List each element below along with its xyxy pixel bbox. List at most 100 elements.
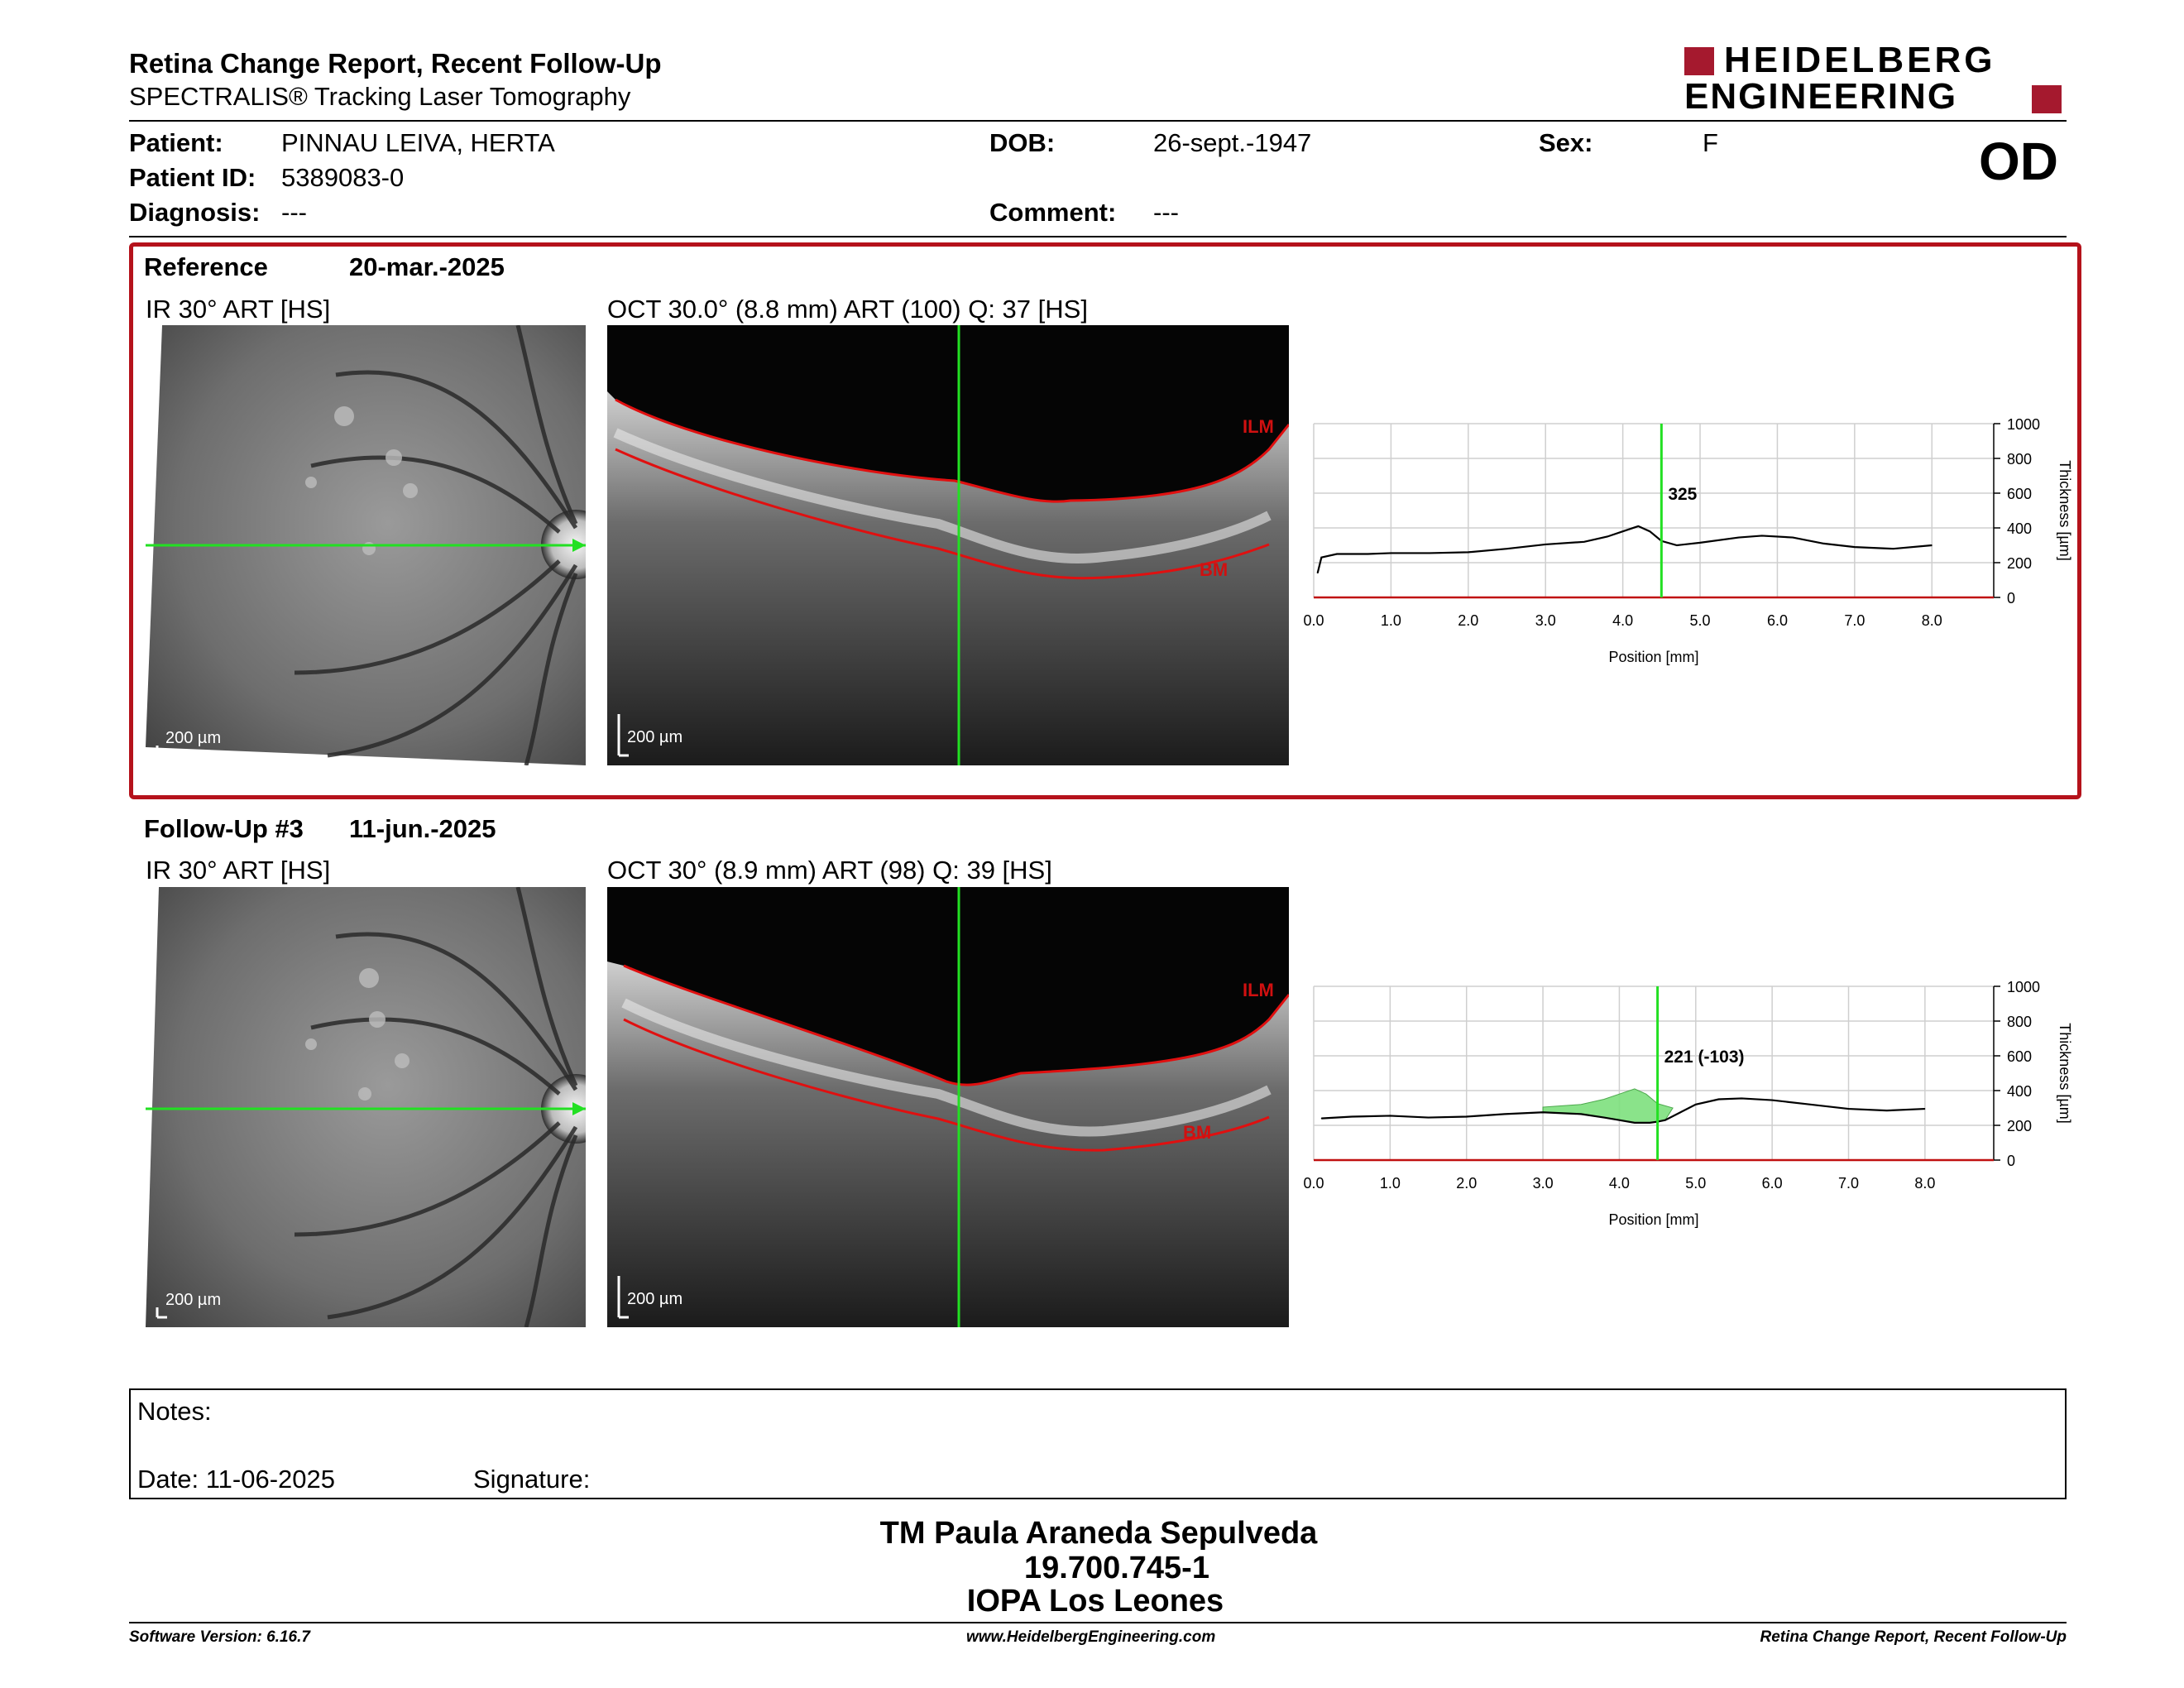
signer-name: TM Paula Araneda Sepulveda bbox=[879, 1516, 1318, 1551]
reference-bm-label: BM bbox=[1200, 559, 1228, 580]
reference-ir-scale: 200 µm bbox=[165, 729, 222, 747]
x-tick-label: 8.0 bbox=[1914, 1175, 1935, 1192]
x-tick-label: 1.0 bbox=[1381, 612, 1401, 629]
data-point bbox=[1580, 1113, 1582, 1115]
reference-oct-title: OCT 30.0° (8.8 mm) ART (100) Q: 37 [HS] bbox=[607, 295, 1088, 324]
patient-name: PINNAU LEIVA, HERTA bbox=[281, 128, 555, 157]
sex-label: Sex: bbox=[1539, 128, 1593, 157]
followup-ilm-label: ILM bbox=[1243, 980, 1274, 1000]
patient-id-value: 5389083-0 bbox=[281, 163, 405, 192]
y-tick-label: 1000 bbox=[2007, 416, 2040, 433]
data-point bbox=[1583, 541, 1585, 543]
data-point bbox=[1886, 1110, 1888, 1111]
x-tick-label: 4.0 bbox=[1612, 612, 1633, 629]
x-tick-label: 2.0 bbox=[1458, 612, 1478, 629]
x-tick-label: 1.0 bbox=[1380, 1175, 1401, 1192]
reference-date: 20-mar.-2025 bbox=[349, 252, 505, 281]
thickness-line bbox=[1316, 525, 1933, 573]
followup-label: Follow-Up #3 bbox=[144, 814, 304, 843]
data-point bbox=[1428, 1117, 1430, 1119]
reference-oct-bscan-image: ILM BM 200 µm bbox=[607, 325, 1289, 765]
y-tick-label: 0 bbox=[2007, 590, 2015, 607]
x-tick-label: 4.0 bbox=[1609, 1175, 1630, 1192]
logo-square-icon-2 bbox=[2032, 85, 2062, 113]
reference-label: Reference bbox=[144, 252, 268, 281]
followup-ir-title: IR 30° ART [HS] bbox=[146, 856, 331, 885]
report-subtitle: SPECTRALIS® Tracking Laser Tomography bbox=[129, 82, 631, 111]
header-rule bbox=[129, 120, 2067, 122]
x-tick-label: 5.0 bbox=[1690, 612, 1711, 629]
footer-software: Software Version: 6.16.7 bbox=[129, 1628, 310, 1646]
data-point bbox=[1695, 1104, 1697, 1105]
y-tick-label: 1000 bbox=[2007, 979, 2040, 995]
heidelberg-logo: HEIDELBERG ENGINEERING bbox=[1684, 41, 2065, 120]
data-point bbox=[1771, 1100, 1773, 1101]
diagnosis-value: --- bbox=[281, 198, 307, 227]
reference-thickness-chart: 0 200 400 600 800 1000 0.0 1.0 2.0 3.0 4.0 5.0 6.0 7.… bbox=[1304, 414, 2081, 679]
notes-signature[interactable]: Signature: bbox=[473, 1465, 591, 1494]
followup-ir-scale: 200 µm bbox=[165, 1291, 222, 1309]
data-point bbox=[1931, 544, 1933, 546]
followup-oct-scale: 200 µm bbox=[627, 1290, 683, 1308]
y-tick-label: 200 bbox=[2007, 555, 2032, 572]
y-tick-label: 400 bbox=[2007, 520, 2032, 537]
data-point bbox=[1320, 1118, 1322, 1120]
comment-value: --- bbox=[1153, 198, 1179, 227]
notes-date: Date: 11-06-2025 bbox=[137, 1465, 335, 1494]
data-point bbox=[1924, 1108, 1926, 1110]
followup-oct-title: OCT 30° (8.9 mm) ART (98) Q: 39 [HS] bbox=[607, 856, 1052, 885]
followup-date: 11-jun.-2025 bbox=[349, 814, 496, 843]
x-tick-label: 3.0 bbox=[1535, 612, 1556, 629]
data-point bbox=[1351, 1116, 1353, 1117]
reference-oct-scale: 200 µm bbox=[627, 728, 683, 746]
scale-bar-icon bbox=[156, 746, 167, 757]
data-point bbox=[1741, 1097, 1742, 1099]
data-point bbox=[1637, 525, 1639, 527]
followup-ir-fundus-image: 200 µm bbox=[146, 887, 586, 1327]
y-axis-label: Thickness [µm] bbox=[2057, 1023, 2073, 1123]
followup-bm-label: BM bbox=[1183, 1122, 1211, 1143]
x-axis-label: Position [mm] bbox=[1608, 649, 1698, 665]
footer-website[interactable]: www.HeidelbergEngineering.com bbox=[966, 1628, 1216, 1646]
data-point bbox=[1504, 1113, 1506, 1115]
diagnosis-label: Diagnosis: bbox=[129, 198, 261, 227]
x-tick-label: 3.0 bbox=[1533, 1175, 1554, 1192]
y-axis-label: Thickness [µm] bbox=[2057, 460, 2073, 560]
notes-box: Notes: Date: 11-06-2025 Signature: bbox=[129, 1388, 2067, 1499]
x-tick-label: 2.0 bbox=[1456, 1175, 1477, 1192]
followup-oct-bscan-image: ILM BM 200 µm bbox=[607, 887, 1289, 1327]
data-point bbox=[1718, 1099, 1720, 1100]
y-tick-label: 600 bbox=[2007, 486, 2032, 502]
data-point bbox=[1622, 530, 1624, 532]
data-point bbox=[1466, 1116, 1468, 1117]
reference-ir-fundus-image: 200 µm bbox=[146, 325, 586, 765]
reference-ilm-label: ILM bbox=[1243, 416, 1274, 437]
data-point bbox=[1848, 1108, 1850, 1110]
x-tick-label: 6.0 bbox=[1767, 612, 1788, 629]
comment-label: Comment: bbox=[989, 198, 1117, 227]
x-tick-label: 7.0 bbox=[1838, 1175, 1859, 1192]
followup-thickness-chart: 0 200 400 600 800 1000 0.0 1.0 2.0 3.0 4.0 5.0 6.0 7.… bbox=[1304, 976, 2081, 1241]
y-tick-label: 800 bbox=[2007, 451, 2032, 468]
data-point bbox=[1634, 1122, 1636, 1124]
y-tick-label: 600 bbox=[2007, 1048, 2032, 1065]
patient-rule bbox=[129, 236, 2067, 237]
data-point bbox=[1389, 1115, 1391, 1116]
x-tick-label: 0.0 bbox=[1304, 612, 1324, 629]
x-tick-label: 5.0 bbox=[1685, 1175, 1706, 1192]
footer-rule bbox=[129, 1622, 2067, 1623]
report-title: Retina Change Report, Recent Follow-Up bbox=[129, 48, 662, 79]
notes-label: Notes: bbox=[137, 1397, 212, 1426]
data-point bbox=[1792, 537, 1794, 539]
data-point bbox=[1679, 1111, 1681, 1113]
x-tick-label: 6.0 bbox=[1762, 1175, 1783, 1192]
data-point bbox=[1761, 535, 1763, 536]
data-point bbox=[1699, 542, 1701, 544]
logo-text-bottom: ENGINEERING bbox=[1684, 76, 1958, 117]
data-point bbox=[1542, 1111, 1544, 1113]
y-tick-label: 800 bbox=[2007, 1014, 2032, 1030]
data-point bbox=[1738, 537, 1740, 539]
signer-institution: IOPA Los Leones bbox=[966, 1584, 1224, 1618]
logo-square-icon bbox=[1684, 47, 1714, 75]
y-tick-label: 400 bbox=[2007, 1083, 2032, 1100]
